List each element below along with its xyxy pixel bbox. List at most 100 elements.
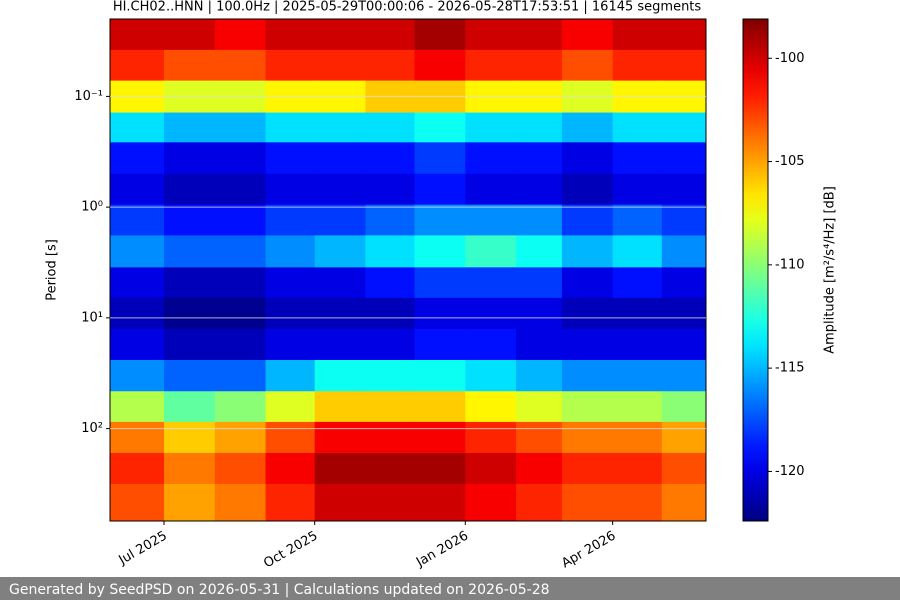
heatmap-cell [314, 19, 366, 51]
heatmap-cell [414, 297, 466, 330]
heatmap-cell [365, 19, 416, 51]
heatmap-cell [661, 421, 707, 454]
heatmap-cell [414, 359, 466, 392]
heatmap-cell [465, 112, 517, 143]
heatmap-cell [465, 328, 517, 361]
heatmap-cell [516, 452, 563, 485]
heatmap-cell [164, 235, 216, 268]
heatmap-cell [314, 421, 366, 454]
heatmap-cell [365, 391, 416, 423]
heatmap-cell [661, 391, 707, 423]
heatmap-cell [516, 267, 563, 299]
heatmap-cell [465, 267, 517, 299]
heatmap-cell [414, 49, 466, 82]
heatmap-cell [516, 421, 563, 454]
heatmap-cell [365, 49, 416, 82]
heatmap-cell [314, 483, 366, 522]
heatmap-cell [110, 204, 165, 236]
heatmap-cell [164, 142, 216, 175]
heatmap-cell [164, 328, 216, 361]
heatmap-cell [612, 19, 663, 51]
colorbar [742, 18, 769, 522]
heatmap-cell [164, 112, 216, 143]
heatmap-cell [516, 359, 563, 392]
heatmap-cell [110, 391, 165, 423]
heatmap-cell [314, 49, 366, 82]
heatmap-cell [265, 49, 316, 82]
heatmap-cell [561, 391, 614, 423]
heatmap-cell [214, 328, 267, 361]
heatmap-cell [465, 391, 517, 423]
heatmap-cell [314, 267, 366, 299]
heatmap-cell [516, 328, 563, 361]
heatmap-cell [561, 49, 614, 82]
y-tick-label: 10¹ [81, 310, 103, 325]
heatmap-cell [365, 483, 416, 522]
heatmap-cell [164, 204, 216, 236]
heatmap-cell [561, 483, 614, 522]
heatmap-cell [561, 297, 614, 330]
heatmap-cell [561, 173, 614, 206]
heatmap-cell [214, 19, 267, 51]
heatmap-cell [414, 421, 466, 454]
heatmap-cell [414, 452, 466, 485]
heatmap-cell [465, 142, 517, 175]
y-tick-label: 10² [81, 421, 103, 436]
heatmap-cell [164, 391, 216, 423]
heatmap-cell [110, 112, 165, 143]
heatmap-cell [314, 235, 366, 268]
heatmap-cell [561, 267, 614, 299]
heatmap-cell [110, 421, 165, 454]
heatmap-cell [561, 142, 614, 175]
heatmap-cell [661, 112, 707, 143]
heatmap-cell [314, 359, 366, 392]
heatmap-cell [465, 49, 517, 82]
heatmap-cell [612, 235, 663, 268]
heatmap-cell [414, 19, 466, 51]
heatmap-cell [214, 452, 267, 485]
heatmap-cell [612, 391, 663, 423]
footer-bar [0, 577, 900, 600]
colorbar-label: Amplitude [m²/s⁴/Hz] [dB] [823, 186, 838, 354]
heatmap-cell [164, 19, 216, 51]
heatmap-cell [465, 19, 517, 51]
heatmap-cell [561, 112, 614, 143]
heatmap-cell [314, 204, 366, 236]
heatmap-cell [214, 173, 267, 206]
heatmap-cell [314, 452, 366, 485]
heatmap-cell [661, 267, 707, 299]
heatmap-cell [265, 297, 316, 330]
y-tick-label: 10⁰ [81, 200, 103, 215]
heatmap-cell [365, 328, 416, 361]
heatmap-cell [612, 452, 663, 485]
heatmap-cell [612, 359, 663, 392]
heatmap-cell [110, 328, 165, 361]
heatmap-cell [110, 267, 165, 299]
heatmap-cell [612, 267, 663, 299]
x-tick-label: Jan 2026 [413, 529, 471, 571]
heatmap-cell [110, 297, 165, 330]
heatmap-cell [465, 452, 517, 485]
heatmap-cell [265, 112, 316, 143]
heatmap-cell [314, 297, 366, 330]
heatmap-cell [265, 421, 316, 454]
heatmap-cell [214, 235, 267, 268]
heatmap-cell [465, 297, 517, 330]
heatmap-cell [612, 49, 663, 82]
heatmap-cell [465, 359, 517, 392]
heatmap-cell [414, 483, 466, 522]
heatmap-cell [612, 112, 663, 143]
heatmap-cell [110, 452, 165, 485]
heatmap-cell [661, 19, 707, 51]
colorbar-tick-label: -120 [775, 464, 805, 479]
heatmap-cell [465, 235, 517, 268]
heatmap-cell [561, 359, 614, 392]
heatmap-cell [164, 267, 216, 299]
heatmap-cell [561, 452, 614, 485]
heatmap-cell [110, 19, 165, 51]
heatmap-cell [164, 421, 216, 454]
heatmap-cell [365, 173, 416, 206]
heatmap-cell [661, 235, 707, 268]
y-tick-label: 10⁻¹ [74, 89, 103, 104]
heatmap-cell [465, 421, 517, 454]
